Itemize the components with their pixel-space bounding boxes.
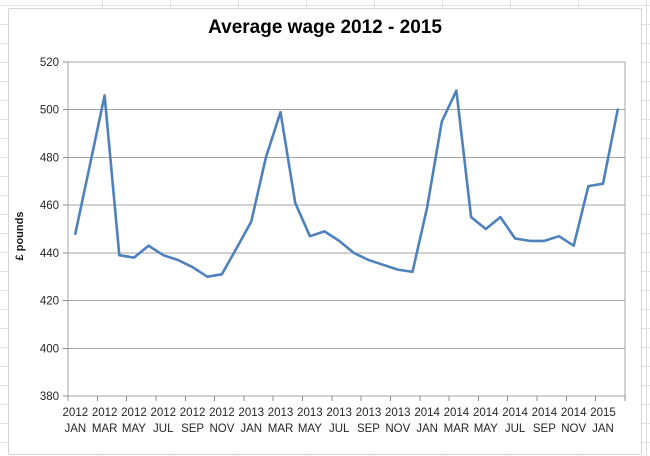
x-tick-label-month: NOV bbox=[385, 423, 410, 435]
y-tick-label: 520 bbox=[40, 57, 59, 69]
y-tick-label: 400 bbox=[40, 343, 59, 355]
y-tick-label: 460 bbox=[40, 200, 59, 212]
x-tick-label-month: NOV bbox=[561, 423, 586, 435]
x-tick-label-month: MAR bbox=[444, 423, 470, 435]
x-tick-label-year: 2013 bbox=[268, 407, 294, 419]
x-tick-label-year: 2013 bbox=[326, 407, 352, 419]
x-tick-label-month: SEP bbox=[533, 423, 556, 435]
x-tick-label-month: JAN bbox=[592, 423, 614, 435]
y-tick-label: 500 bbox=[40, 105, 59, 117]
x-tick-label-year: 2013 bbox=[238, 407, 264, 419]
y-tick-label: 440 bbox=[40, 248, 59, 260]
x-tick-label-year: 2013 bbox=[385, 407, 411, 419]
x-tick-label-month: JAN bbox=[416, 423, 438, 435]
x-tick-label-year: 2013 bbox=[356, 407, 382, 419]
x-tick-label-year: 2015 bbox=[590, 407, 616, 419]
x-tick-label-year: 2014 bbox=[532, 407, 558, 419]
x-tick-label-month: JUL bbox=[329, 423, 350, 435]
x-tick-label-month: MAY bbox=[122, 423, 146, 435]
x-tick-label-month: SEP bbox=[357, 423, 380, 435]
x-tick-label-year: 2012 bbox=[63, 407, 89, 419]
chart-area: Average wage 2012 - 2015 £ pounds 380 400… bbox=[8, 8, 642, 455]
x-tick-label-year: 2014 bbox=[444, 407, 470, 419]
x-tick-label-year: 2012 bbox=[121, 407, 147, 419]
x-tick-label-month: JUL bbox=[505, 423, 526, 435]
x-tick-label-year: 2012 bbox=[92, 407, 118, 419]
x-tick-label-year: 2012 bbox=[150, 407, 176, 419]
x-tick-label-month: JUL bbox=[153, 423, 174, 435]
chart-title: Average wage 2012 - 2015 bbox=[208, 17, 442, 38]
x-tick-label-year: 2013 bbox=[297, 407, 323, 419]
x-tick-label-month: SEP bbox=[181, 423, 204, 435]
x-tick-label-month: MAY bbox=[474, 423, 498, 435]
x-tick-label-year: 2012 bbox=[209, 407, 235, 419]
x-tick-label-month: JAN bbox=[64, 423, 86, 435]
x-tick-label-month: JAN bbox=[240, 423, 262, 435]
x-tick-label-year: 2014 bbox=[502, 407, 528, 419]
x-tick-label-month: MAR bbox=[268, 423, 294, 435]
x-tick-label-year: 2014 bbox=[561, 407, 587, 419]
plot-svg: 3804004204404604805005202012JAN2012MAR20… bbox=[40, 57, 626, 435]
y-tick-label: 420 bbox=[40, 296, 59, 308]
x-tick-label-month: MAY bbox=[298, 423, 322, 435]
x-tick-label-year: 2014 bbox=[473, 407, 499, 419]
x-tick-label-year: 2012 bbox=[180, 407, 206, 419]
wage-line bbox=[74, 89, 620, 279]
y-tick-label: 480 bbox=[40, 152, 59, 164]
x-tick-label-month: MAR bbox=[92, 423, 118, 435]
y-tick-label: 380 bbox=[40, 391, 59, 403]
plot-border bbox=[67, 61, 626, 397]
x-tick-label-month: NOV bbox=[209, 423, 234, 435]
x-tick-label-year: 2014 bbox=[414, 407, 440, 419]
